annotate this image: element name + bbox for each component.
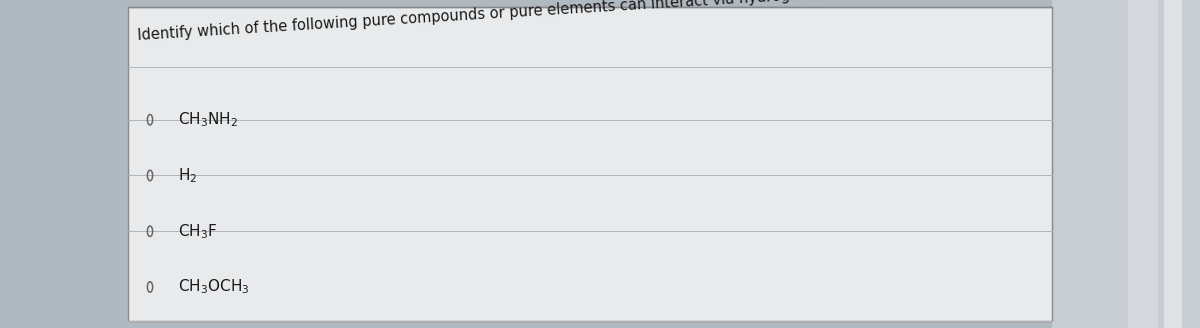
Bar [1164, 0, 1182, 328]
Text: H$_2$: H$_2$ [178, 166, 197, 185]
Bar [1052, 0, 1200, 328]
Bar [1128, 0, 1158, 328]
Text: Identify which of the following pure compounds or pure elements can interact via: Identify which of the following pure com… [137, 0, 877, 43]
Text: CH$_3$NH$_2$: CH$_3$NH$_2$ [178, 110, 238, 129]
Text: CH$_3$F: CH$_3$F [178, 222, 217, 241]
FancyBboxPatch shape [128, 7, 1052, 321]
Text: CH$_3$OCH$_3$: CH$_3$OCH$_3$ [178, 277, 250, 297]
